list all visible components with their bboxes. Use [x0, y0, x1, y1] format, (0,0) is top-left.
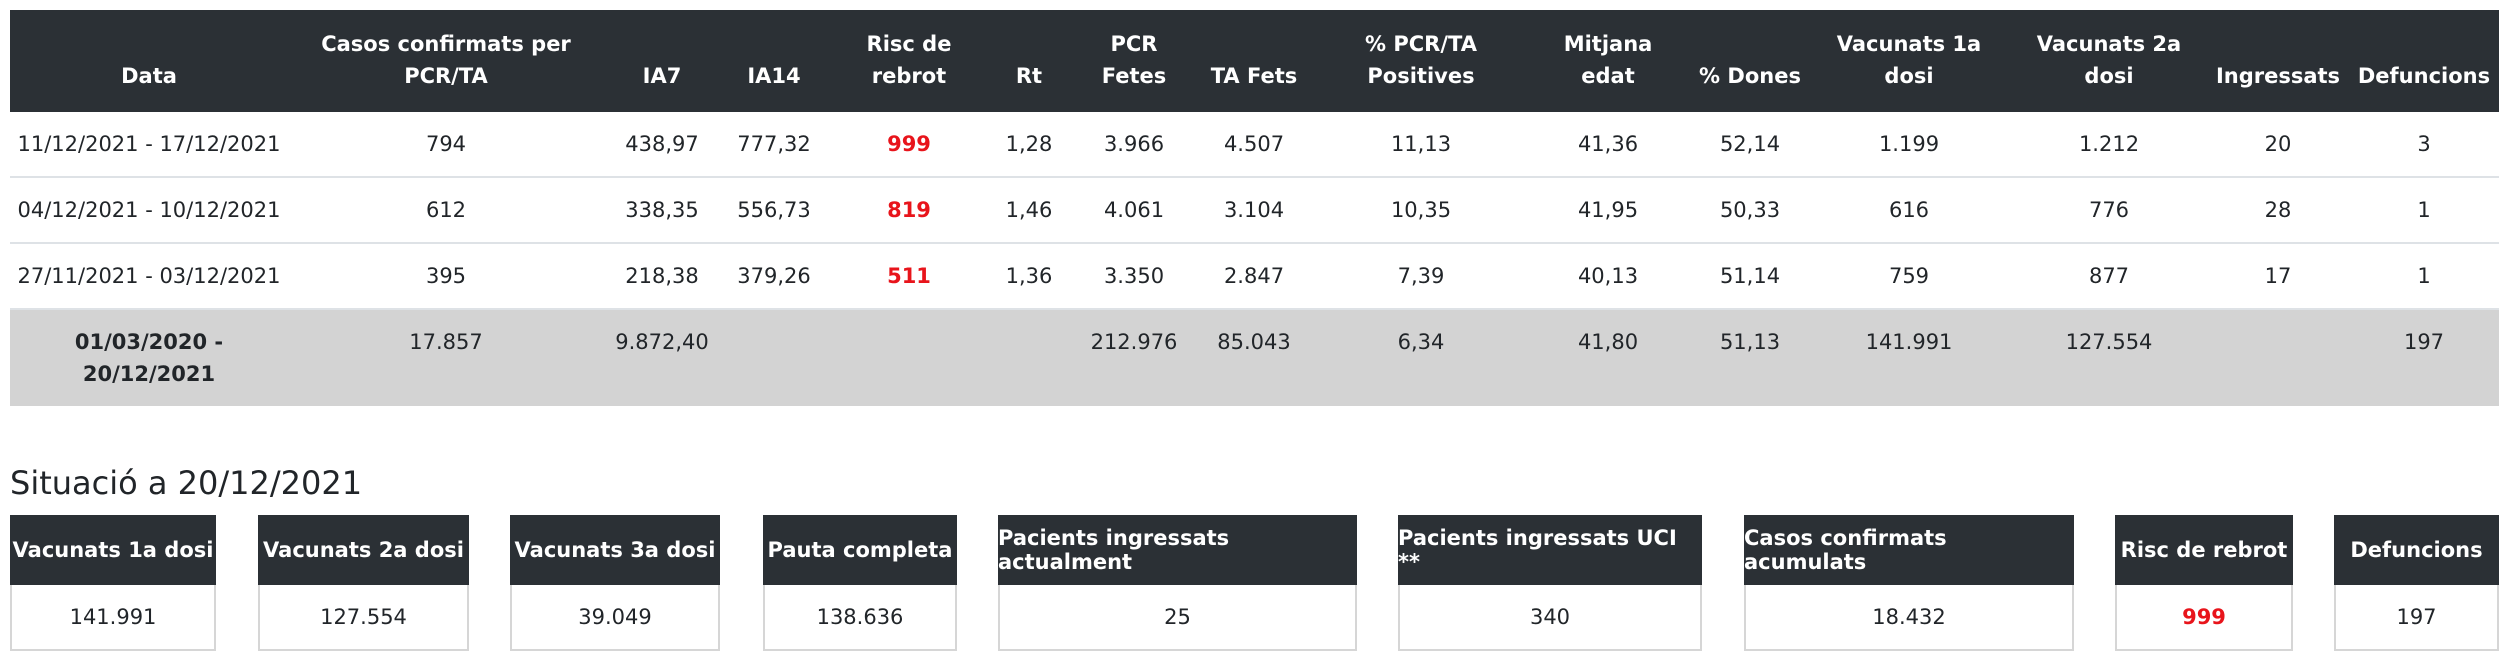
- table-cell: 759: [1888, 264, 1930, 288]
- table-cell: 794: [425, 132, 467, 156]
- column-header: Data: [121, 64, 177, 88]
- card-label: Vacunats 3a dosi: [510, 515, 720, 585]
- table-cell: 3.104: [1223, 198, 1285, 222]
- card-label: Pacients ingressats actualment: [998, 515, 1357, 585]
- table-cell: 11,13: [1390, 132, 1452, 156]
- total-cell: 85.043: [1217, 330, 1291, 354]
- column-header: Defuncions: [2357, 64, 2491, 88]
- total-cell: 9.872,40: [615, 330, 709, 354]
- table-cell: 1: [2417, 264, 2431, 288]
- total-cell: 51,13: [1719, 330, 1781, 354]
- table-cell: 17: [2264, 264, 2292, 288]
- column-header: Casos confirmats per PCR/TA: [321, 32, 571, 88]
- card-value: 999: [2182, 605, 2226, 629]
- table-row: [10, 178, 2499, 244]
- card-value: 25: [1164, 605, 1191, 629]
- table-header: [10, 10, 2499, 112]
- table-cell: 1,28: [1005, 132, 1053, 156]
- card-value: 138.636: [816, 605, 904, 629]
- table-cell: 10,35: [1390, 198, 1452, 222]
- total-cell: 41,80: [1577, 330, 1639, 354]
- table-cell: 1,36: [1005, 264, 1053, 288]
- column-header: % Dones: [1699, 64, 1801, 88]
- table-cell: 999: [887, 132, 931, 156]
- card-label: Pauta completa: [763, 515, 957, 585]
- total-cell: 197: [2403, 330, 2445, 354]
- table-cell: 3.350: [1103, 264, 1165, 288]
- total-cell: 212.976: [1090, 330, 1178, 354]
- card-value: 197: [2396, 605, 2437, 629]
- table-cell: 379,26: [737, 264, 811, 288]
- table-cell: 4.061: [1103, 198, 1165, 222]
- total-cell: 17.857: [409, 330, 483, 354]
- card-label: Defuncions: [2334, 515, 2499, 585]
- card-value: 141.991: [69, 605, 157, 629]
- card-label: Risc de rebrot: [2115, 515, 2293, 585]
- table-cell: 877: [2088, 264, 2130, 288]
- table-cell: 2.847: [1223, 264, 1285, 288]
- table-row: [10, 112, 2499, 178]
- table-cell: 11/12/2021 - 17/12/2021: [17, 132, 281, 156]
- table-cell: 04/12/2021 - 10/12/2021: [17, 198, 281, 222]
- card-label: Pacients ingressats UCI **: [1398, 515, 1702, 585]
- column-header: TA Fets: [1210, 64, 1298, 88]
- table-cell: 1,46: [1005, 198, 1053, 222]
- table-cell: 338,35: [625, 198, 699, 222]
- table-cell: 40,13: [1577, 264, 1639, 288]
- total-cell: 01/03/2020 - 20/12/2021: [74, 330, 224, 386]
- table-cell: 3.966: [1103, 132, 1165, 156]
- table-cell: 27/11/2021 - 03/12/2021: [17, 264, 281, 288]
- column-header: Ingressats: [2215, 64, 2341, 88]
- card-value: 18.432: [1872, 605, 1946, 629]
- table-cell: 41,36: [1577, 132, 1639, 156]
- table-cell: 7,39: [1397, 264, 1445, 288]
- card-value: 127.554: [320, 605, 407, 629]
- column-header: IA14: [747, 64, 801, 88]
- column-header: IA7: [642, 64, 682, 88]
- card-label: Vacunats 1a dosi: [10, 515, 216, 585]
- table-cell: 50,33: [1719, 198, 1781, 222]
- table-cell: 20: [2264, 132, 2292, 156]
- total-cell: 141.991: [1865, 330, 1953, 354]
- table-cell: 438,97: [625, 132, 699, 156]
- table-cell: 52,14: [1719, 132, 1781, 156]
- table-cell: 616: [1888, 198, 1930, 222]
- table-cell: 776: [2088, 198, 2130, 222]
- table-cell: 41,95: [1577, 198, 1639, 222]
- table-cell: 395: [425, 264, 467, 288]
- table-cell: 3: [2417, 132, 2431, 156]
- table-cell: 1: [2417, 198, 2431, 222]
- column-header: Rt: [1015, 64, 1043, 88]
- card-label: Vacunats 2a dosi: [258, 515, 469, 585]
- card-label: Casos confirmats acumulats: [1744, 515, 2074, 585]
- table-cell: 218,38: [625, 264, 699, 288]
- card-value: 340: [1529, 605, 1571, 629]
- table-row: [10, 244, 2499, 310]
- table-cell: 556,73: [737, 198, 811, 222]
- card-value: 39.049: [578, 605, 652, 629]
- table-cell: 819: [887, 198, 931, 222]
- column-header: Mitjana edat: [1563, 32, 1653, 88]
- column-header: % PCR/TA Positives: [1365, 32, 1477, 88]
- table-cell: 4.507: [1223, 132, 1285, 156]
- table-cell: 1.212: [2078, 132, 2140, 156]
- section-title: Situació a 20/12/2021: [10, 464, 363, 502]
- column-header: Vacunats 2a dosi: [2036, 32, 2182, 88]
- column-header: Risc de rebrot: [866, 32, 952, 88]
- table-cell: 777,32: [737, 132, 811, 156]
- total-cell: 6,34: [1397, 330, 1445, 354]
- table-cell: 1.199: [1878, 132, 1940, 156]
- total-row: [10, 310, 2499, 406]
- table-cell: 28: [2264, 198, 2292, 222]
- table-cell: 51,14: [1719, 264, 1781, 288]
- table-cell: 612: [425, 198, 467, 222]
- total-cell: 127.554: [2065, 330, 2153, 354]
- column-header: Vacunats 1a dosi: [1836, 32, 1982, 88]
- column-header: PCR Fetes: [1101, 32, 1167, 88]
- table-cell: 511: [887, 264, 931, 288]
